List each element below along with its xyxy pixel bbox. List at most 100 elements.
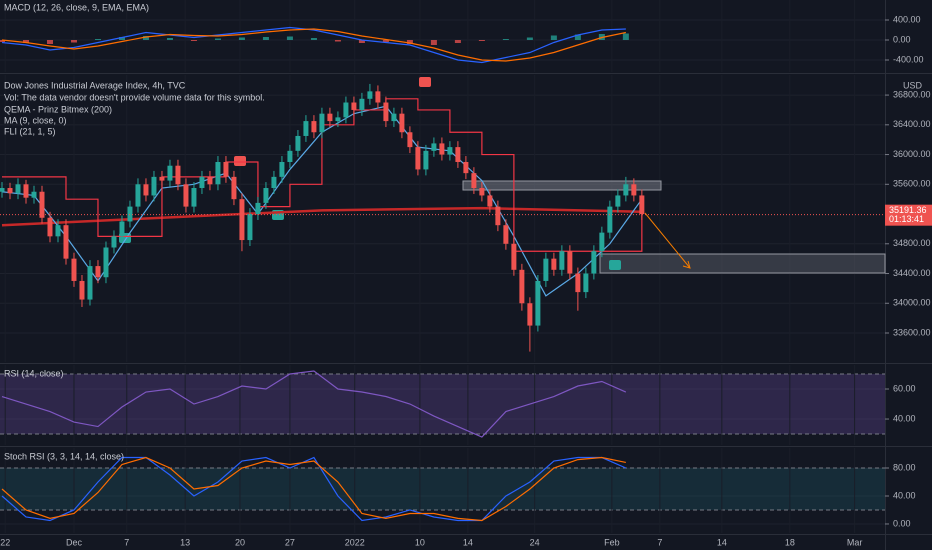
- candle-body: [271, 176, 277, 189]
- candle-body: [119, 221, 125, 237]
- pane-title: Dow Jones Industrial Average Index, 4h, …: [4, 80, 186, 90]
- candle-body: [383, 102, 389, 122]
- candle-body: [327, 113, 333, 122]
- background-layer: [0, 19, 885, 525]
- resistance-zone: [462, 180, 662, 191]
- candle-body: [39, 191, 45, 218]
- candle-body: [95, 266, 101, 278]
- signal-icon: [419, 77, 431, 87]
- x-tick-label: 20: [235, 537, 245, 547]
- candle-body: [159, 176, 165, 181]
- histogram-bar: [46, 40, 53, 44]
- candle-body: [295, 135, 301, 151]
- candle-body: [247, 214, 253, 241]
- x-tick-label: 2022: [345, 537, 365, 547]
- candle-body: [607, 206, 613, 233]
- candle-body: [567, 251, 573, 274]
- candle-body: [423, 150, 429, 170]
- candle-body: [191, 188, 197, 207]
- y-tick-label: -400.00: [893, 54, 924, 64]
- y-tick-label: 40.00: [893, 413, 916, 423]
- histogram-bar: [526, 37, 533, 40]
- candle-body: [215, 161, 221, 185]
- y-tick-label: 36000.00: [893, 149, 931, 159]
- histogram-bar: [166, 38, 173, 40]
- candle-body: [575, 273, 581, 293]
- projection-arrow: [644, 212, 691, 269]
- candle-body: [639, 195, 645, 215]
- candle-body: [591, 251, 597, 274]
- candle-body: [559, 251, 565, 270]
- candle-body: [431, 143, 437, 151]
- candle-body: [15, 184, 21, 194]
- candle-body: [511, 243, 517, 270]
- candle-body: [319, 113, 325, 133]
- histogram-bar: [478, 40, 485, 41]
- histogram-bar: [454, 40, 461, 43]
- candle-body: [103, 247, 109, 278]
- candle-body: [583, 273, 589, 293]
- band-fill: [0, 374, 885, 435]
- histogram-bar: [550, 35, 557, 40]
- x-tick-label: 7: [124, 537, 129, 547]
- legend-line: MA (9, close, 0): [4, 115, 67, 125]
- candle-body: [311, 121, 317, 133]
- y-tick-label: 60.00: [893, 383, 916, 393]
- candle-body: [391, 113, 397, 122]
- candle-body: [143, 184, 149, 196]
- x-tick-label: 24: [530, 537, 540, 547]
- candle-body: [447, 147, 453, 155]
- histogram-bar: [622, 33, 629, 40]
- candle-body: [231, 176, 237, 200]
- pane-title: Stoch RSI (3, 3, 14, 14, close): [4, 451, 124, 461]
- y-tick-label: 36800.00: [893, 89, 931, 99]
- histogram-bar: [502, 39, 509, 40]
- histogram-bar: [262, 37, 269, 40]
- candle-body: [535, 280, 541, 326]
- y-tick-label: 33600.00: [893, 327, 931, 337]
- candle-body: [503, 225, 509, 244]
- x-tick-label: 14: [463, 537, 473, 547]
- y-tick-label: 34000.00: [893, 298, 931, 308]
- candle-body: [0, 188, 5, 192]
- histogram-bar: [142, 36, 149, 40]
- histogram-bar: [406, 40, 413, 44]
- histogram-bar: [94, 39, 101, 40]
- currency: USD: [903, 80, 923, 90]
- x-tick-label: 13: [180, 537, 190, 547]
- y-tick-label: 40.00: [893, 490, 916, 500]
- candle-body: [31, 191, 37, 198]
- candle-body: [303, 121, 309, 136]
- candle-body: [551, 258, 557, 270]
- y-tick-label: 36400.00: [893, 119, 931, 129]
- support-zone: [599, 253, 886, 274]
- candle-body: [135, 184, 141, 207]
- candle-body: [199, 176, 205, 189]
- candle-body: [351, 102, 357, 110]
- x-tick-label: 10: [415, 537, 425, 547]
- candle-body: [375, 91, 381, 103]
- histogram-bar: [0, 40, 5, 42]
- histogram-bar: [382, 40, 389, 42]
- candle-body: [335, 117, 341, 122]
- indicator-line: [1, 206, 642, 227]
- candle-body: [359, 98, 365, 110]
- candle-body: [599, 232, 605, 252]
- last-price-label: 35191.36: [889, 205, 927, 215]
- last-price-badge: [885, 204, 932, 226]
- candle-body: [415, 147, 421, 170]
- candle-body: [463, 161, 469, 174]
- histogram-bar: [430, 40, 437, 45]
- histogram-bar: [310, 38, 317, 40]
- histogram-bar: [214, 38, 221, 40]
- candle-body: [407, 132, 413, 148]
- histogram-bar: [190, 40, 197, 41]
- histogram-bar: [70, 40, 77, 43]
- candle-body: [487, 195, 493, 207]
- x-tick-label: Dec: [66, 537, 83, 547]
- candle-body: [71, 258, 77, 281]
- histogram-bar: [574, 34, 581, 40]
- candle-body: [399, 113, 405, 133]
